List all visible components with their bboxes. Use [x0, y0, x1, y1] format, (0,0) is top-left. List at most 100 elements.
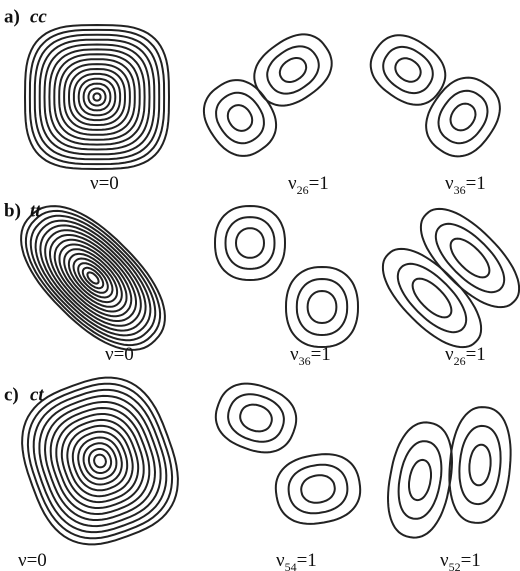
- contour: [60, 418, 140, 504]
- contour: [53, 53, 141, 141]
- caption-part: =1: [466, 344, 486, 365]
- contour: [213, 204, 287, 282]
- contour: [38, 38, 156, 156]
- contour: [77, 436, 123, 486]
- contour: [63, 248, 123, 308]
- contour: [386, 421, 454, 539]
- contour: [239, 403, 273, 433]
- contour: [29, 214, 157, 342]
- caption-part: ν: [440, 550, 449, 571]
- caption: ν=0: [90, 173, 119, 194]
- caption: ν26=1: [445, 344, 486, 367]
- contour: [425, 76, 501, 158]
- contour-plots: [20, 23, 520, 546]
- contour: [28, 28, 166, 166]
- contour: [77, 77, 117, 117]
- contour: [34, 219, 152, 337]
- contour: [408, 458, 432, 502]
- caption-part: ν: [288, 173, 297, 194]
- caption-part: ν: [445, 344, 454, 365]
- caption-part: ν=0: [105, 344, 134, 365]
- row-name: ct: [30, 384, 44, 405]
- contour: [87, 87, 107, 107]
- contour: [369, 34, 447, 106]
- contour: [67, 252, 119, 304]
- contour: [26, 382, 174, 540]
- contour: [227, 393, 285, 443]
- contour: [419, 207, 520, 309]
- contour: [202, 79, 278, 157]
- contour: [21, 376, 179, 546]
- contour: [458, 424, 502, 506]
- contour: [287, 463, 349, 515]
- row-letter: c): [4, 384, 19, 405]
- row-letter: b): [4, 200, 21, 221]
- contour: [33, 33, 161, 161]
- contour: [295, 277, 349, 337]
- caption: ν=0: [18, 550, 47, 571]
- caption-part: =1: [297, 550, 317, 571]
- contour: [300, 474, 336, 504]
- caption-part: ν=0: [90, 173, 119, 194]
- contour: [82, 82, 112, 112]
- caption-part: 52: [449, 560, 461, 571]
- contour: [58, 243, 128, 313]
- caption-part: ν: [276, 550, 285, 571]
- contour: [266, 45, 320, 95]
- contour: [396, 262, 468, 334]
- contour: [468, 443, 492, 487]
- contour: [434, 222, 506, 294]
- contour: [215, 91, 265, 145]
- contour: [39, 224, 147, 332]
- contour: [55, 413, 145, 509]
- contour: [72, 257, 114, 299]
- contour: [437, 89, 489, 145]
- caption: ν=0: [105, 344, 134, 365]
- row-name: tt: [30, 200, 41, 221]
- contour: [24, 209, 162, 347]
- caption-part: ν=0: [18, 550, 47, 571]
- contour: [226, 104, 254, 132]
- contour: [32, 388, 168, 534]
- caption-part: ν: [290, 344, 299, 365]
- contour: [43, 43, 151, 151]
- contour: [71, 430, 129, 492]
- contour: [278, 57, 308, 83]
- contour: [66, 424, 134, 498]
- contour: [49, 406, 151, 516]
- caption-part: 54: [285, 560, 297, 571]
- contour: [86, 271, 100, 285]
- caption-part: =1: [309, 173, 329, 194]
- contour: [44, 229, 142, 327]
- contour: [23, 23, 171, 171]
- contour: [253, 33, 333, 107]
- contour: [214, 382, 298, 454]
- contour: [93, 453, 107, 469]
- contour: [306, 289, 338, 325]
- contour: [81, 266, 105, 290]
- caption-part: 36: [454, 183, 466, 197]
- contour: [58, 58, 136, 136]
- contour: [382, 45, 434, 95]
- caption-part: =1: [461, 550, 481, 571]
- row-letter: a): [4, 6, 20, 27]
- contour: [449, 237, 491, 279]
- contour: [87, 448, 113, 474]
- contour: [63, 63, 131, 131]
- contour: [77, 262, 109, 294]
- contour: [397, 440, 443, 520]
- contour: [53, 238, 133, 318]
- contour: [274, 453, 362, 525]
- contour: [448, 406, 512, 524]
- contour: [234, 227, 266, 259]
- contour: [449, 102, 477, 132]
- contour: [224, 216, 276, 270]
- contour: [67, 67, 127, 127]
- caption-part: 26: [454, 354, 466, 368]
- caption: ν36=1: [290, 344, 331, 367]
- contour: [381, 247, 483, 349]
- caption: ν36=1: [445, 173, 486, 196]
- caption-part: 26: [297, 183, 309, 197]
- contour: [72, 72, 122, 122]
